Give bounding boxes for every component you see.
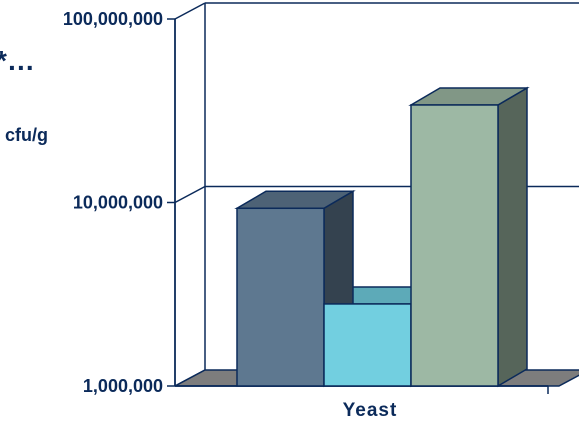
bar [323,303,412,387]
gridline-diagonal [174,185,206,204]
y-tick-label: 10,000,000 [73,193,163,213]
gridline-diagonal [174,2,206,20]
bars [234,86,530,388]
x-category-label: Yeast [343,400,398,421]
y-tick-label: 1,000,000 [83,376,163,396]
labels: cfu/g Yeast *… [0,45,398,421]
bar [236,207,325,387]
bar [410,104,499,387]
bar-side [497,86,528,388]
y-axis-label: cfu/g [5,125,48,145]
clipped-title-fragment: *… [0,45,35,76]
y-tick-label: 100,000,000 [63,9,163,29]
